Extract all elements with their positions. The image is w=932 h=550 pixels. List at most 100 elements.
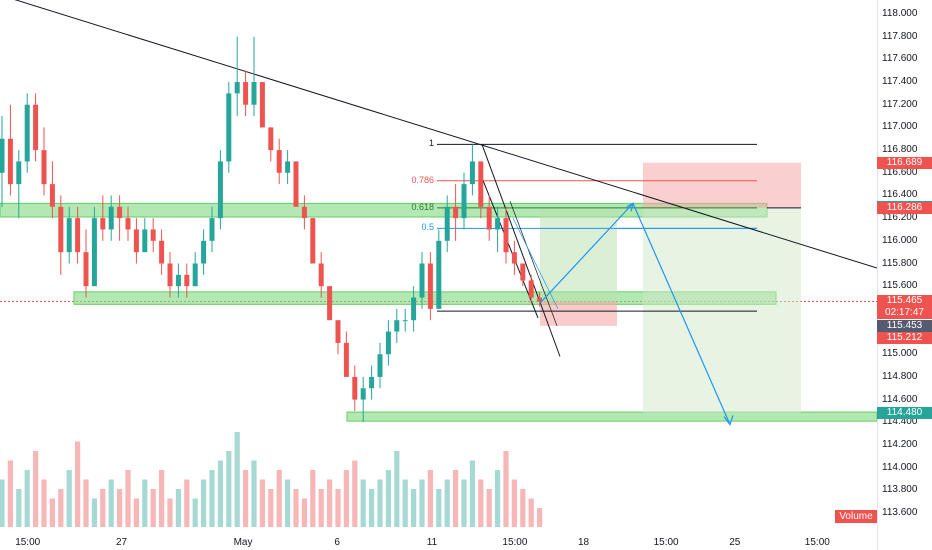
volume-bar: [41, 479, 47, 527]
volume-legend-tag[interactable]: Volume: [835, 510, 877, 523]
projection-down: [632, 203, 731, 425]
tag-116-689: 116.689: [877, 156, 932, 169]
candle-body: [537, 297, 543, 302]
tag-114-480: 114.480: [877, 407, 932, 420]
price-tick-label: 114.000: [882, 461, 918, 473]
candle-body: [251, 82, 257, 105]
candle-body: [511, 252, 517, 264]
volume-bar: [402, 479, 408, 527]
candle-body: [268, 127, 274, 151]
candle-body: [293, 161, 299, 207]
candle-body: [310, 218, 316, 264]
chart-canvas[interactable]: [0, 0, 877, 550]
candle-body: [41, 150, 47, 185]
volume-bar: [33, 451, 39, 527]
volume-bar: [377, 479, 383, 527]
candle-body: [369, 376, 375, 389]
candle-body: [385, 331, 391, 355]
fib-label: 1: [428, 138, 434, 149]
volume-bar: [369, 489, 375, 527]
candle-body: [33, 104, 39, 151]
price-tick-label: 115.800: [882, 257, 918, 269]
price-tick-label: 113.600: [882, 507, 918, 518]
candle-body: [486, 206, 492, 230]
volume-bar: [75, 441, 81, 527]
candle-body: [209, 218, 215, 241]
candle-body: [201, 240, 207, 264]
volume-bar: [520, 489, 526, 527]
candle-body: [243, 82, 249, 105]
candle-body: [495, 218, 501, 230]
volume-bar: [192, 498, 198, 527]
price-tick-label: 117.800: [882, 30, 918, 42]
candle-body: [285, 161, 291, 173]
candle-body: [108, 206, 114, 230]
volume-bar: [385, 470, 391, 527]
long-target-box: [540, 207, 617, 302]
volume-bar: [243, 470, 249, 527]
price-tick-label: 117.400: [882, 76, 918, 88]
candle-body: [335, 320, 341, 343]
volume-bar: [486, 489, 492, 527]
volume-bar: [318, 489, 324, 527]
candle-body: [352, 376, 358, 400]
candle-body: [453, 206, 459, 219]
candle-body: [167, 263, 173, 287]
volume-bar: [167, 498, 173, 527]
candle-body: [318, 263, 324, 287]
volume-bar: [49, 498, 55, 527]
candle-body: [100, 218, 106, 230]
volume-bar: [91, 498, 97, 527]
channel-line-mid: [509, 201, 558, 326]
time-tick-label: 25: [729, 537, 741, 548]
volume-bar: [66, 470, 72, 527]
price-tick-label: 117.600: [882, 53, 918, 65]
candle-body: [327, 286, 333, 321]
volume-bar: [360, 479, 366, 527]
time-tick-label: May: [233, 537, 253, 548]
price-tick-label: 116.600: [882, 166, 918, 178]
price-tick-label: 117.200: [882, 98, 918, 110]
price-tick-label: 115.600: [882, 280, 918, 292]
volume-bar: [352, 460, 358, 527]
candle-body: [234, 82, 240, 94]
volume-bar: [511, 479, 517, 527]
price-tick-label: 114.600: [882, 393, 918, 405]
volume-bar: [453, 470, 459, 527]
price-axis-border: [877, 0, 878, 550]
volume-bar: [444, 479, 450, 527]
volume-bar: [327, 479, 333, 527]
volume-bar: [226, 451, 232, 527]
price-axis[interactable]: [877, 0, 932, 550]
candle-body: [461, 184, 467, 219]
zone-114-4: [346, 411, 877, 422]
candle-body: [184, 274, 190, 287]
tag-last-price: 115.465: [877, 295, 932, 308]
volume-bar: [461, 479, 467, 527]
candle-body: [217, 161, 223, 219]
short-stop-box: [643, 162, 801, 208]
candle-body: [411, 297, 417, 321]
price-tick-label: 116.000: [882, 234, 918, 246]
price-tick-label: 118.000: [882, 8, 918, 19]
descending-trendline: [14, 0, 877, 269]
short-target-box: [643, 207, 801, 414]
tag-116-286: 116.286: [877, 202, 932, 215]
candle-body: [503, 218, 509, 253]
tag-115-453: 115.453: [877, 319, 932, 332]
volume-bar: [83, 479, 89, 527]
volume-bar: [58, 489, 64, 527]
price-tick-label: 115.000: [882, 348, 918, 360]
projection-down-arrowhead: [723, 415, 734, 426]
candle-body: [394, 320, 400, 332]
candle-body: [117, 206, 123, 219]
volume-bar: [0, 479, 5, 527]
candle-body: [83, 252, 89, 287]
volume-bar: [293, 489, 299, 527]
volume-bar: [528, 498, 534, 527]
volume-bar: [276, 470, 282, 527]
volume-bar: [7, 460, 13, 527]
volume-bar: [150, 489, 156, 527]
fib-label: 0.618: [411, 201, 434, 212]
